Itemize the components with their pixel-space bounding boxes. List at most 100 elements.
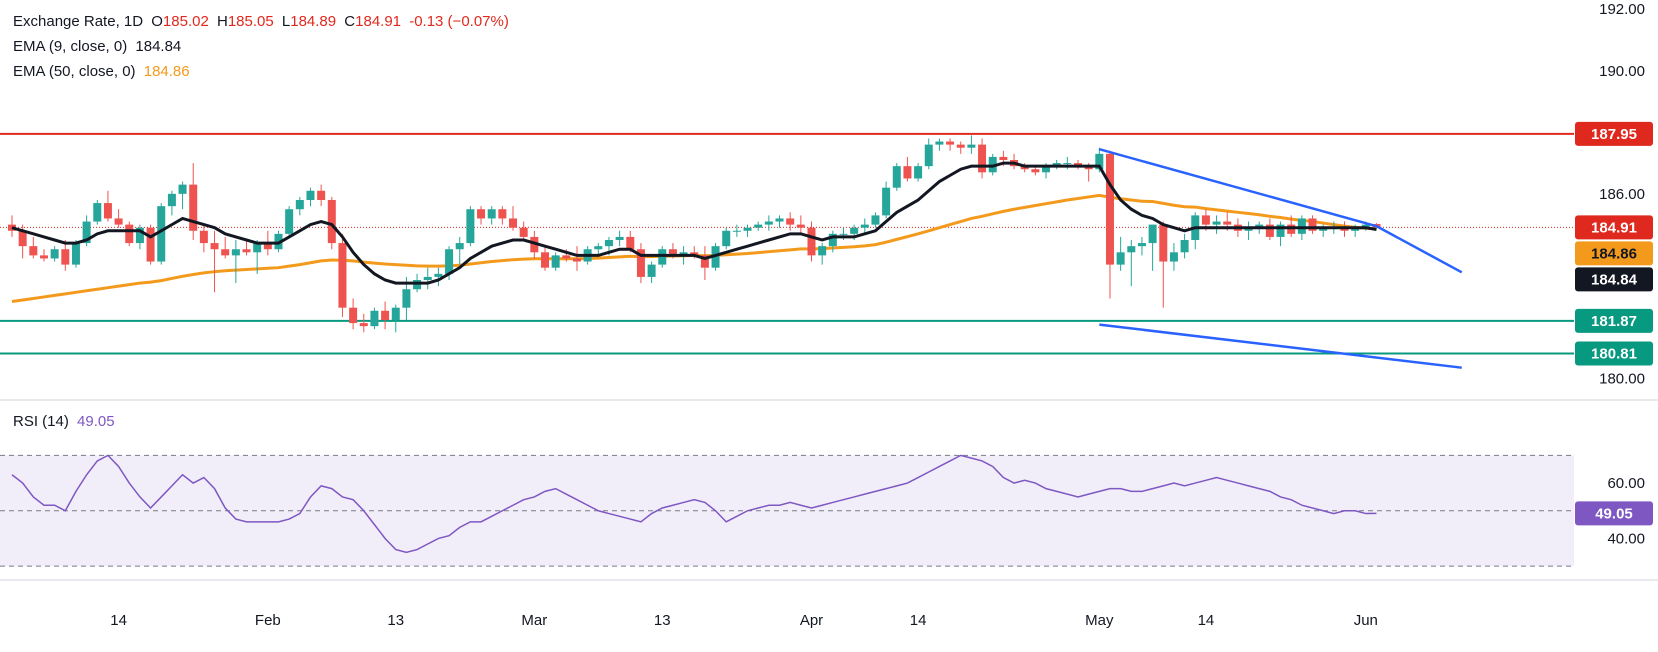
candle-body xyxy=(658,249,667,265)
candle-body xyxy=(1042,166,1051,173)
candle-body xyxy=(1265,224,1274,237)
price-pane xyxy=(0,132,1658,401)
candle-body xyxy=(135,227,144,244)
rsi-pane xyxy=(0,454,1574,567)
candle-body xyxy=(1052,163,1061,167)
ohlc-values: O185.02 xyxy=(151,13,209,30)
candle-body xyxy=(434,273,443,277)
rsi-line xyxy=(11,454,1377,554)
candle-body xyxy=(263,243,272,250)
candle-body xyxy=(668,249,677,256)
candle-body xyxy=(572,258,581,262)
candle-body xyxy=(18,230,27,247)
candle-body xyxy=(541,252,549,268)
candle-body xyxy=(839,233,848,235)
candle-body xyxy=(1116,252,1125,265)
candle-body xyxy=(914,166,923,179)
candle-body xyxy=(892,166,901,188)
candle-body xyxy=(732,230,741,232)
candle-body xyxy=(445,249,454,274)
change-value: -0.13 (−0.07%) xyxy=(409,13,509,30)
candle-body xyxy=(1180,240,1189,253)
candle-body xyxy=(722,230,731,247)
price-axis-tick: 192.00 xyxy=(1599,1,1645,18)
candle-body xyxy=(764,221,773,225)
candle-body xyxy=(1020,166,1029,170)
candle-body xyxy=(882,187,891,216)
candle-body xyxy=(509,218,518,228)
candle-body xyxy=(103,203,112,219)
candle-body xyxy=(487,209,496,219)
time-axis-tick: May xyxy=(1085,612,1114,629)
price-axis: 180.00 186.00 190.00 192.00 187.95 181.87 180.… xyxy=(1575,1,1653,547)
ema9-legend: EMA (9, close, 0) 184.84 xyxy=(13,38,185,55)
candle-body xyxy=(562,255,571,259)
close-value: C184.91 xyxy=(344,13,402,30)
resistance-level-tag: 187.95 xyxy=(1591,126,1637,143)
candle-body xyxy=(999,156,1008,160)
candle-body xyxy=(295,200,304,210)
candle-body xyxy=(82,221,91,244)
candle-body xyxy=(967,144,976,148)
ema9-value: 184.84 xyxy=(135,38,182,55)
candle-body xyxy=(850,227,859,234)
candle-body xyxy=(1063,163,1072,165)
rsi-legend: RSI (14) 49.05 xyxy=(13,413,119,430)
candle-body xyxy=(690,252,699,256)
candle-body xyxy=(370,310,379,327)
candle-body xyxy=(1223,221,1232,225)
candle-body xyxy=(743,227,752,231)
candle-body xyxy=(1159,224,1168,262)
ema50-label: EMA (50, close, 0) xyxy=(13,63,136,80)
candle-body xyxy=(615,236,624,240)
candle-body xyxy=(1287,224,1296,234)
candle-body xyxy=(796,224,805,228)
ema9-tag-bg xyxy=(1575,267,1653,292)
candle-body xyxy=(189,184,198,231)
rsi-tag: 49.05 xyxy=(1595,505,1633,522)
candle-body xyxy=(775,218,784,222)
candle-body xyxy=(242,249,251,253)
candle-body xyxy=(231,249,240,256)
time-axis: 14 Feb 13 Mar 13 Apr 14 May 14 Jun xyxy=(0,579,1658,629)
channel-upper-line xyxy=(1098,148,1377,228)
candle-body xyxy=(700,255,709,268)
time-axis-tick: 14 xyxy=(910,612,927,629)
channel-upper-extension xyxy=(1375,225,1463,274)
candle-body xyxy=(519,227,528,237)
candle-body xyxy=(1212,221,1221,225)
candle-body xyxy=(199,230,208,244)
high-value: H185.05 xyxy=(216,13,274,30)
candle-body xyxy=(647,264,656,277)
candle-body xyxy=(125,224,134,244)
candle-body xyxy=(29,246,38,256)
candle-body xyxy=(178,184,187,194)
candle-body xyxy=(413,280,422,290)
candle-body xyxy=(786,218,795,225)
ema50-legend: EMA (50, close, 0) 184.86 xyxy=(13,63,194,80)
candle-body xyxy=(828,233,837,247)
candle-body xyxy=(871,215,880,225)
support-level-tag: 180.81 xyxy=(1591,346,1637,363)
candle-body xyxy=(1276,224,1285,237)
time-axis-tick: Apr xyxy=(800,612,823,629)
candle-body xyxy=(477,209,486,219)
candle-body xyxy=(807,227,816,256)
candle-body xyxy=(146,227,155,262)
candle-body xyxy=(210,243,219,250)
candle-body xyxy=(327,200,336,244)
ema9-line xyxy=(11,161,1377,285)
candle-body xyxy=(1297,218,1306,234)
rsi-axis-tick: 40.00 xyxy=(1607,530,1645,547)
candle-body xyxy=(935,141,944,145)
candle-body xyxy=(594,246,603,250)
candle-body xyxy=(1074,163,1082,167)
symbol-legend: Exchange Rate, 1D O185.02 H185.05 L184.8… xyxy=(13,13,513,30)
candle-body xyxy=(956,144,965,148)
candle-body xyxy=(157,206,166,262)
candle-body xyxy=(1084,166,1093,170)
candle-body xyxy=(679,252,688,256)
candle-body xyxy=(1127,246,1136,253)
